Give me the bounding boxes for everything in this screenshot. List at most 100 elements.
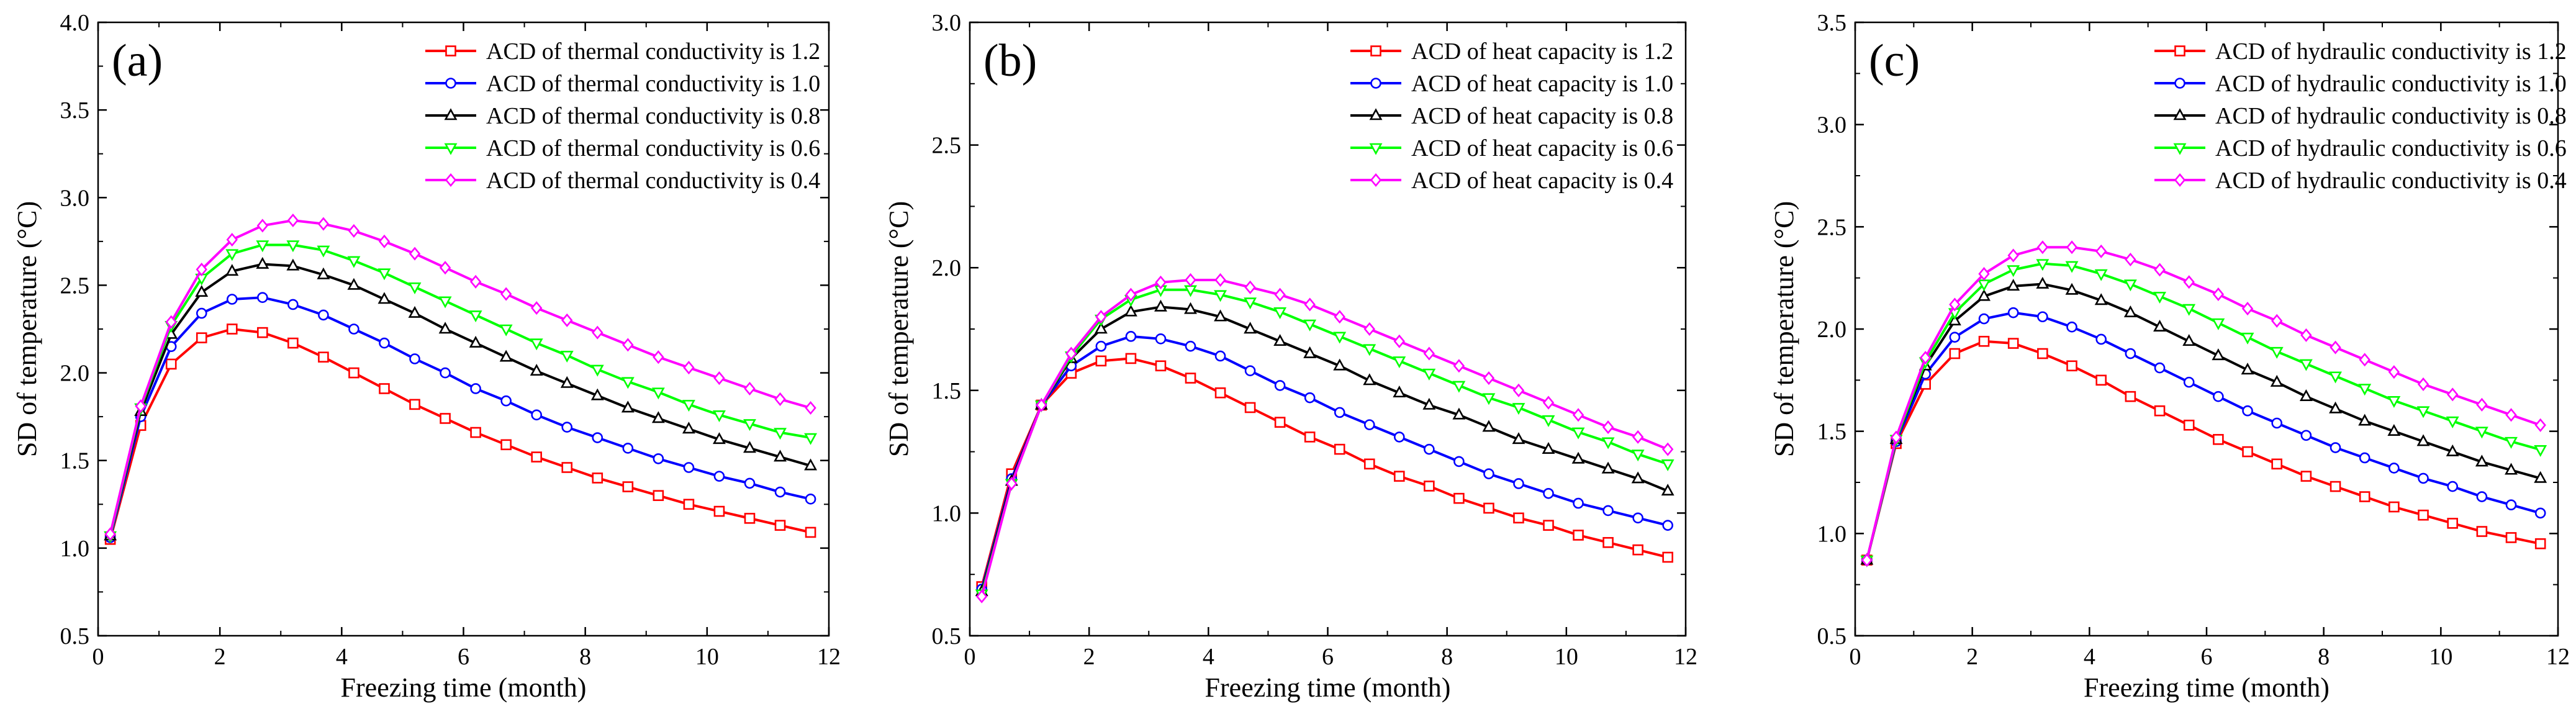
data-point: [2299, 359, 2313, 371]
data-point: [257, 327, 268, 338]
legend-marker: [2173, 143, 2187, 155]
data-point: [2446, 416, 2459, 428]
data-point: [1244, 402, 1256, 413]
x-tick-label: 4: [336, 644, 348, 670]
data-point: [1094, 322, 1108, 334]
data-point: [1155, 275, 1167, 289]
legend-marker: [1369, 143, 1383, 155]
data-point: [2153, 320, 2166, 332]
data-point: [1214, 309, 1227, 322]
data-point: [1036, 398, 1047, 412]
panel-label: (a): [112, 35, 163, 86]
data-point: [2271, 417, 2282, 429]
series-0-6: [1860, 259, 2547, 567]
data-point: [2388, 501, 2400, 513]
x-tick-label: 2: [214, 644, 226, 670]
data-point: [2299, 389, 2313, 401]
y-tick-label: 1.5: [60, 448, 90, 474]
y-tick-label: 3.0: [932, 10, 962, 36]
data-point: [348, 323, 359, 335]
data-point: [1154, 299, 1167, 312]
data-point: [2007, 338, 2019, 349]
data-point: [651, 411, 665, 423]
data-point: [1452, 407, 1466, 420]
data-point: [1571, 427, 1585, 440]
data-point: [1453, 456, 1465, 467]
legend-marker: [445, 173, 457, 187]
data-point: [1632, 544, 1643, 556]
data-point: [2007, 265, 2020, 278]
panel-label: (c): [1869, 35, 1920, 86]
legend-marker: [1370, 78, 1381, 89]
data-point: [1363, 373, 1376, 386]
x-tick-label: 6: [2201, 644, 2213, 670]
data-point: [1632, 430, 1644, 444]
data-point: [2037, 348, 2048, 359]
legend-marker: [2174, 45, 2185, 56]
data-point: [1602, 420, 1614, 435]
data-point: [1632, 512, 1643, 524]
data-point: [1274, 287, 1286, 302]
data-point: [256, 219, 269, 233]
data-point: [377, 292, 391, 304]
data-point: [2447, 481, 2458, 492]
data-point: [500, 439, 512, 451]
legend-label: ACD of heat capacity is 0.4: [1411, 168, 1673, 194]
data-point: [1394, 471, 1405, 482]
y-tick-label: 3.0: [60, 185, 90, 211]
data-point: [409, 353, 420, 364]
legend-marker: [1369, 108, 1383, 120]
data-point: [256, 256, 269, 269]
legend-label: ACD of heat capacity is 0.6: [1411, 135, 1673, 161]
data-point: [1363, 419, 1375, 430]
chart-panel-c: 0 2 4 6 8 10 12 0.5 1.0 1.5 2.0 2.5 3.0 3.5 Freezing t…: [1769, 10, 2570, 703]
data-point: [1394, 431, 1405, 443]
data-point: [2476, 526, 2488, 537]
series-1-0: [976, 331, 1673, 595]
data-point: [1244, 322, 1257, 334]
y-axis-title: SD of temperature (°C): [1769, 201, 1799, 457]
data-point: [440, 413, 451, 424]
data-point: [1273, 307, 1287, 320]
data-point: [1661, 442, 1674, 456]
data-point: [622, 443, 634, 454]
data-point: [2330, 340, 2341, 354]
data-point: [2066, 240, 2078, 255]
data-point: [2007, 307, 2019, 318]
data-point: [2329, 401, 2342, 413]
data-point: [2037, 311, 2048, 323]
data-point: [2271, 458, 2282, 470]
data-point: [1978, 313, 1990, 325]
data-point: [2359, 452, 2370, 464]
data-point: [1661, 459, 1674, 472]
data-point: [1214, 350, 1226, 362]
data-point: [469, 310, 482, 323]
data-point: [2212, 318, 2225, 330]
data-point: [1482, 393, 1496, 405]
data-point: [2359, 491, 2370, 502]
y-axis-title: SD of temperature (°C): [12, 201, 42, 457]
series-1-2: [976, 353, 1673, 592]
series-line: [1865, 262, 2541, 561]
legend-label: ACD of hydraulic conductivity is 0.8: [2215, 103, 2567, 129]
data-point: [2505, 532, 2517, 543]
data-point: [347, 278, 361, 290]
data-point: [2475, 454, 2488, 467]
x-tick-label: 12: [2546, 644, 2570, 670]
data-point: [743, 441, 756, 453]
data-point: [805, 526, 816, 538]
data-point: [1949, 348, 1961, 359]
data-point: [2416, 434, 2430, 446]
data-point: [379, 337, 390, 349]
data-point: [225, 249, 239, 261]
legend-marker: [1370, 45, 1381, 56]
data-point: [2065, 261, 2079, 273]
data-point: [1512, 403, 1525, 415]
y-tick-label: 1.0: [60, 536, 90, 562]
data-point: [2475, 427, 2488, 439]
series-line: [1865, 246, 2541, 561]
series-line: [109, 219, 811, 535]
data-point: [622, 481, 634, 492]
data-point: [2505, 499, 2517, 511]
legend-label: ACD of heat capacity is 0.8: [1411, 103, 1673, 129]
